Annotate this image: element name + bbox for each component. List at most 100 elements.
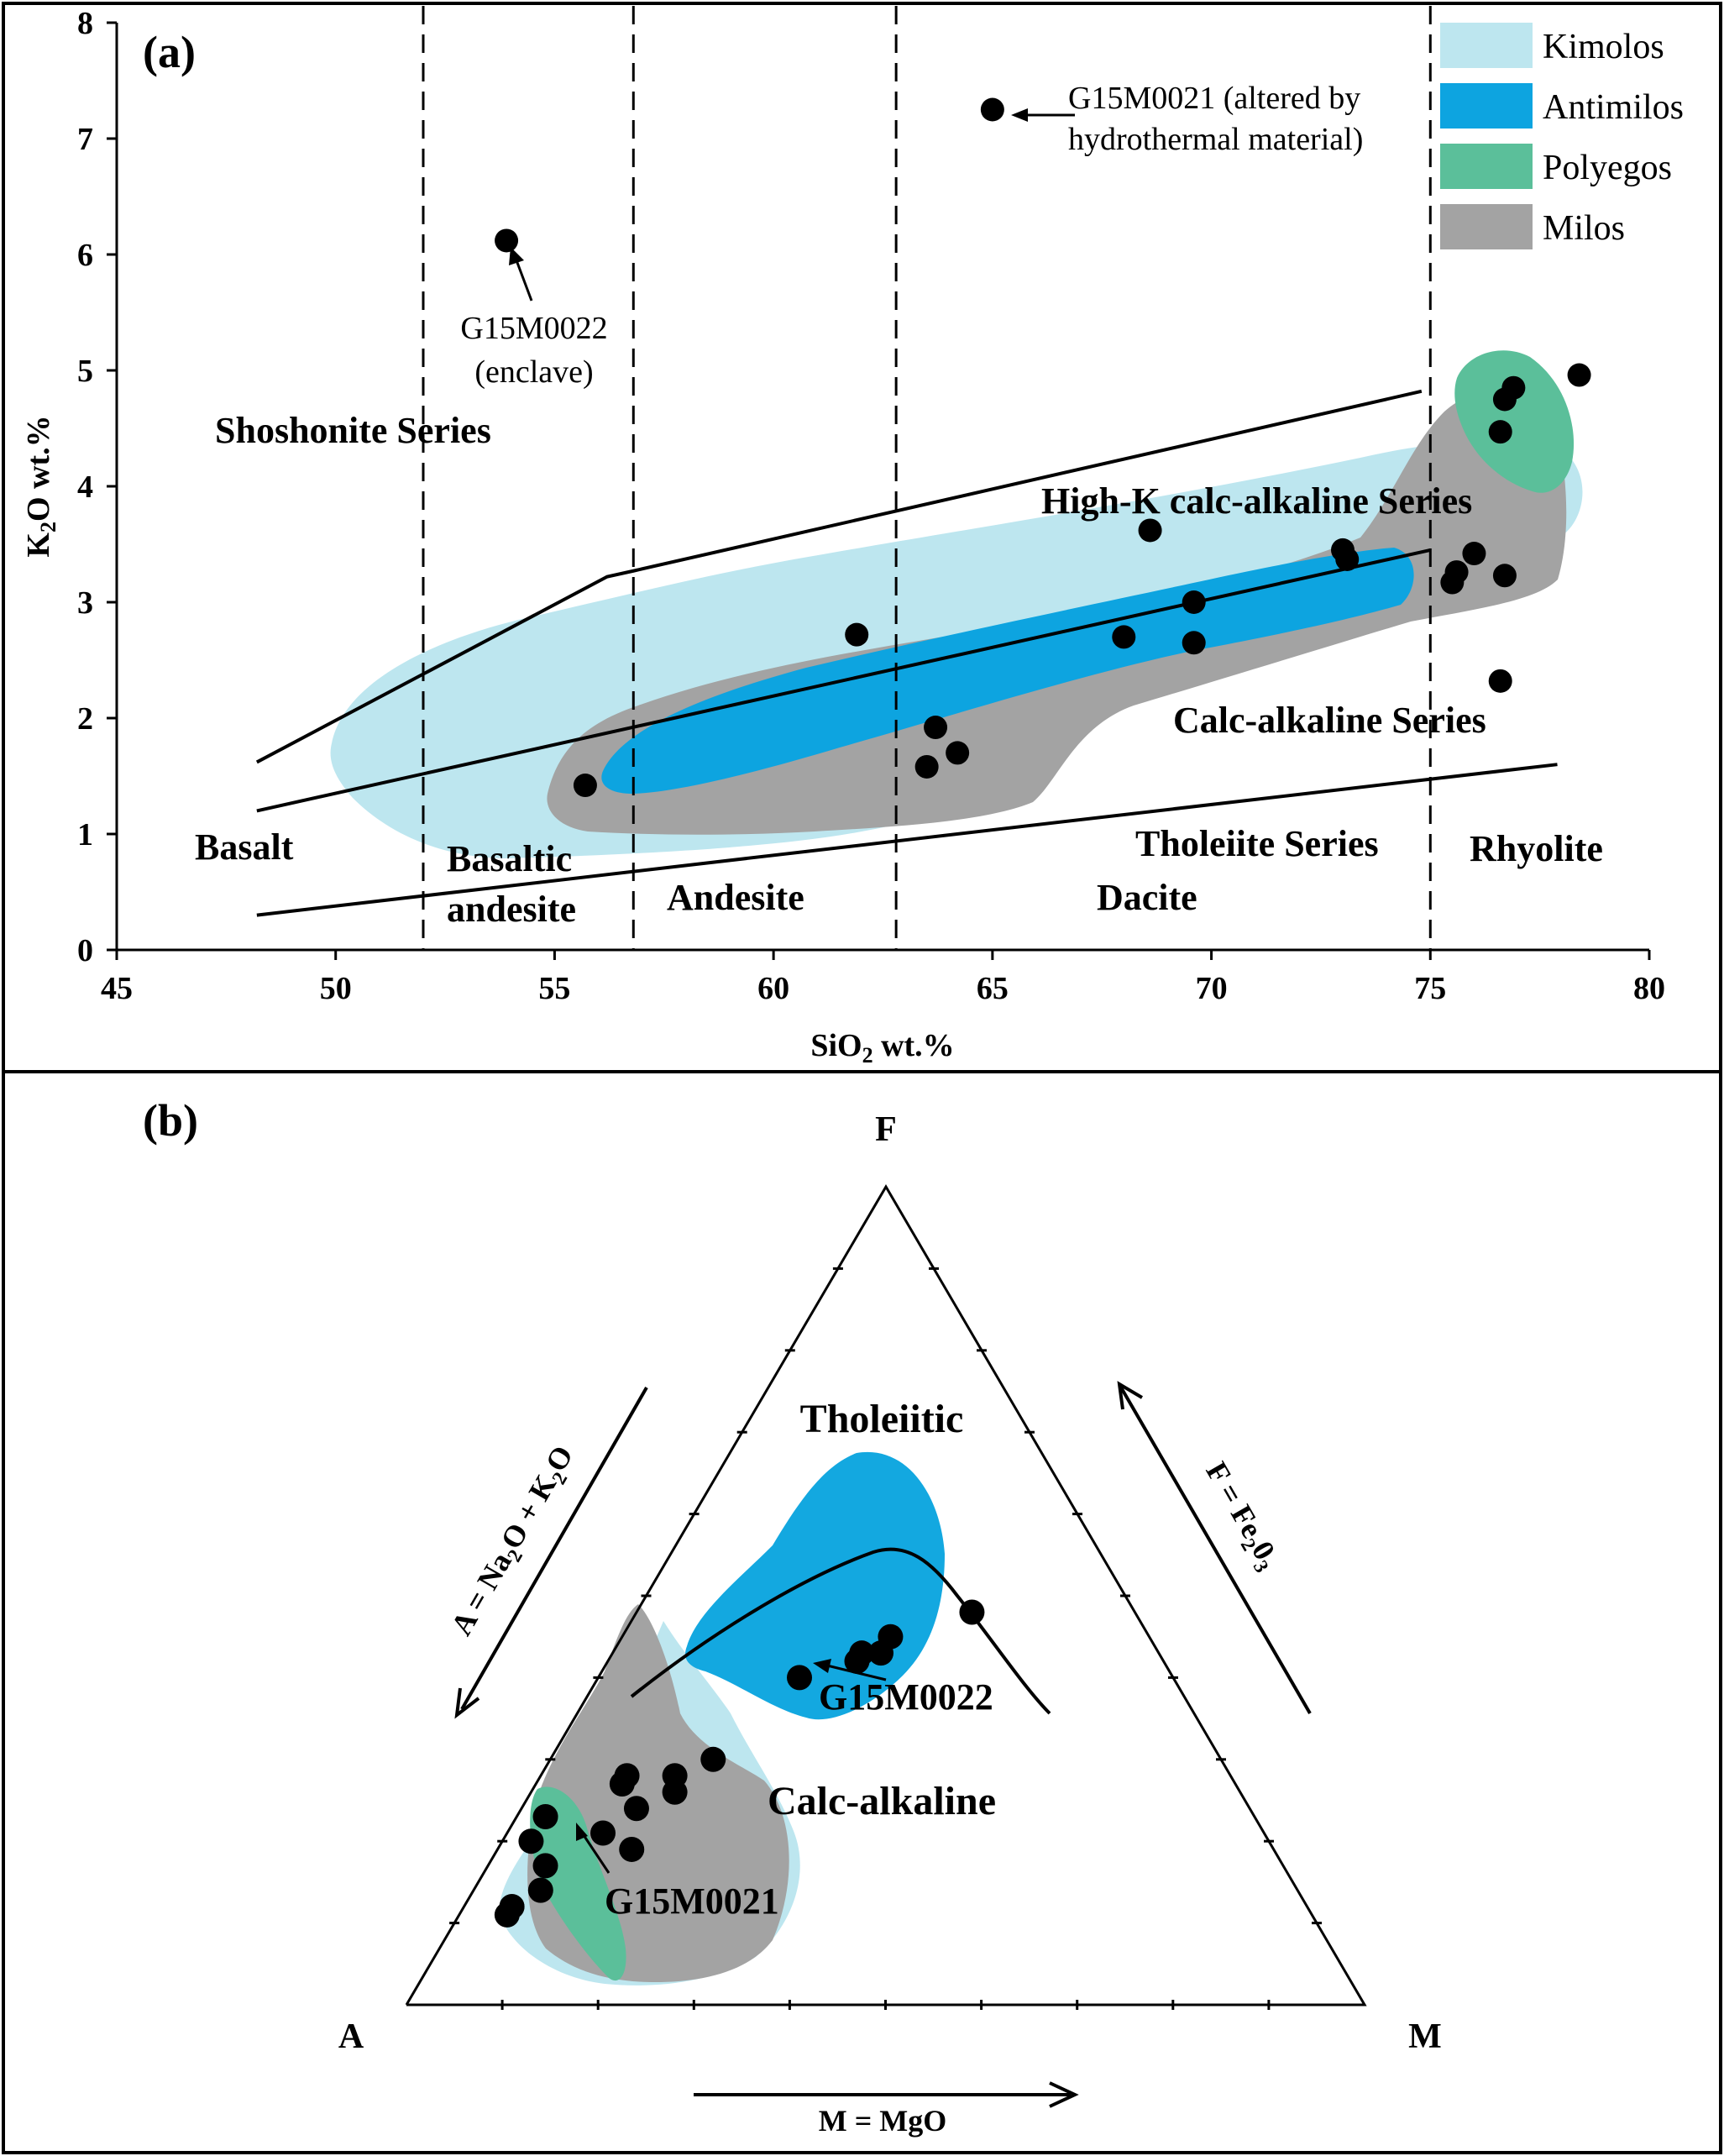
g22-arrowhead-b — [813, 1659, 831, 1673]
ternary-sample-point — [849, 1640, 875, 1666]
axis-arrow-m-head — [1049, 2081, 1079, 2108]
legend-label-kimolos: Kimolos — [1543, 28, 1664, 66]
x-tick-label: 80 — [1633, 971, 1665, 1006]
field-dividers — [422, 6, 1432, 950]
sample-point — [1488, 669, 1512, 693]
corner-f: F — [875, 1110, 897, 1149]
x-axis-title: SiO2 wt.% — [810, 1028, 954, 1068]
y-axis-title: K2O wt.% — [21, 415, 60, 557]
ternary-sample-point — [619, 1836, 645, 1862]
corner-a: A — [338, 2017, 364, 2056]
legend-swatch-milos — [1440, 204, 1533, 249]
tern-region-polyegos — [530, 1786, 626, 1981]
annot-g22-line2: (enclave) — [474, 354, 593, 390]
legend-label-milos: Milos — [1543, 209, 1625, 248]
sample-point — [1488, 420, 1512, 444]
y-tick-label: 0 — [77, 933, 93, 968]
sample-point — [1492, 564, 1517, 588]
ternary-sample-point — [959, 1599, 985, 1625]
ternary-sample-point — [532, 1853, 558, 1879]
annot-g21-line1: G15M0021 (altered by — [1068, 81, 1360, 116]
field-basaltic-2: andesite — [447, 889, 576, 930]
sample-point — [980, 97, 1004, 122]
series-boundary-line — [256, 763, 1558, 917]
ternary-sample-point — [494, 1902, 520, 1928]
panel-b-border — [2, 1070, 1722, 2154]
legend-swatch-polyegos — [1440, 144, 1533, 189]
series-boundary-line — [255, 389, 1423, 764]
x-tick-label: 70 — [1196, 971, 1228, 1006]
sample-point — [573, 774, 597, 798]
sample-point — [1501, 375, 1526, 400]
y-tick-label: 7 — [77, 122, 93, 157]
axis-arrow-f-head — [1117, 1381, 1144, 1410]
sample-point — [495, 228, 519, 253]
corner-m: M — [1408, 2017, 1442, 2056]
y-tick-label: 5 — [77, 354, 93, 389]
y-tick-label: 3 — [77, 585, 93, 621]
ternary-sample-point — [518, 1828, 544, 1854]
label-shoshonite-series: Shoshonite Series — [215, 410, 491, 451]
panel-b-points — [494, 1599, 985, 1928]
panel-a-regions — [330, 350, 1583, 858]
ternary-sample-point — [662, 1763, 688, 1789]
series-boundary-line — [256, 548, 1431, 813]
x-tick-label: 50 — [320, 971, 352, 1006]
label-highk-series: High-K calc-alkaline Series — [1041, 480, 1472, 522]
axis-arrow-f-line — [1119, 1386, 1312, 1715]
sample-point — [1182, 631, 1206, 655]
field-basaltic-1: Basaltic — [447, 838, 572, 879]
x-tick-label: 75 — [1414, 971, 1446, 1006]
ternary-sample-point — [878, 1624, 904, 1650]
y-tick-label: 6 — [77, 238, 93, 273]
x-ticks: 45 50 55 60 65 70 75 80 — [101, 950, 1665, 1006]
axis-m-label: M = MgO — [819, 2104, 946, 2138]
axis-arrow-a-head — [454, 1687, 480, 1719]
legend: Kimolos Antimilos Polyegos Milos — [1440, 23, 1684, 249]
panel-a-points — [495, 97, 1591, 798]
label-calc-alkaline: Calc-alkaline — [768, 1779, 996, 1823]
y-tick-label: 1 — [77, 817, 93, 852]
sample-point — [1462, 542, 1486, 566]
ternary-sample-point — [532, 1803, 558, 1829]
label-tholeiitic: Tholeiitic — [800, 1397, 964, 1441]
label-calcalkaline-series: Calc-alkaline Series — [1173, 700, 1486, 741]
panel-a-label: (a) — [143, 27, 196, 77]
field-basalt: Basalt — [195, 826, 294, 868]
x-tick-label: 60 — [757, 971, 789, 1006]
legend-label-polyegos: Polyegos — [1543, 149, 1672, 187]
sample-point — [1444, 560, 1469, 585]
g21-arrowhead-a — [1011, 108, 1028, 122]
y-ticks: 0 1 2 3 4 5 6 7 8 — [77, 6, 117, 968]
triangle-ticks — [449, 1267, 1322, 2010]
sample-point — [914, 754, 939, 779]
y-tick-label: 8 — [77, 6, 93, 41]
legend-label-antimilos: Antimilos — [1543, 88, 1684, 127]
field-andesite: Andesite — [667, 877, 804, 918]
label-tholeiite-series: Tholeiite Series — [1135, 823, 1379, 864]
ternary-sample-point — [590, 1820, 616, 1846]
ternary-sample-point — [700, 1746, 726, 1772]
g22-arrow-a — [515, 260, 533, 302]
series-boundary-lines — [255, 389, 1558, 917]
legend-swatch-antimilos — [1440, 83, 1533, 129]
x-tick-label: 65 — [977, 971, 1009, 1006]
g22-arrow-b — [826, 1664, 887, 1681]
sample-point — [1138, 518, 1162, 543]
sample-point — [1182, 590, 1206, 614]
ternary-sample-point — [623, 1796, 649, 1822]
y-tick-label: 4 — [77, 469, 93, 505]
ternary-sample-point — [527, 1877, 553, 1903]
g21-arrow-b — [582, 1834, 610, 1874]
g21-arrowhead-b — [576, 1823, 588, 1841]
region-antimilos — [601, 548, 1414, 794]
x-tick-label: 55 — [538, 971, 570, 1006]
sample-point — [1567, 363, 1591, 387]
annot-g22-line1: G15M0022 — [460, 311, 607, 346]
label-g21-b: G15M0021 — [605, 1881, 779, 1922]
sample-point — [924, 716, 948, 740]
sample-point — [1112, 625, 1136, 649]
